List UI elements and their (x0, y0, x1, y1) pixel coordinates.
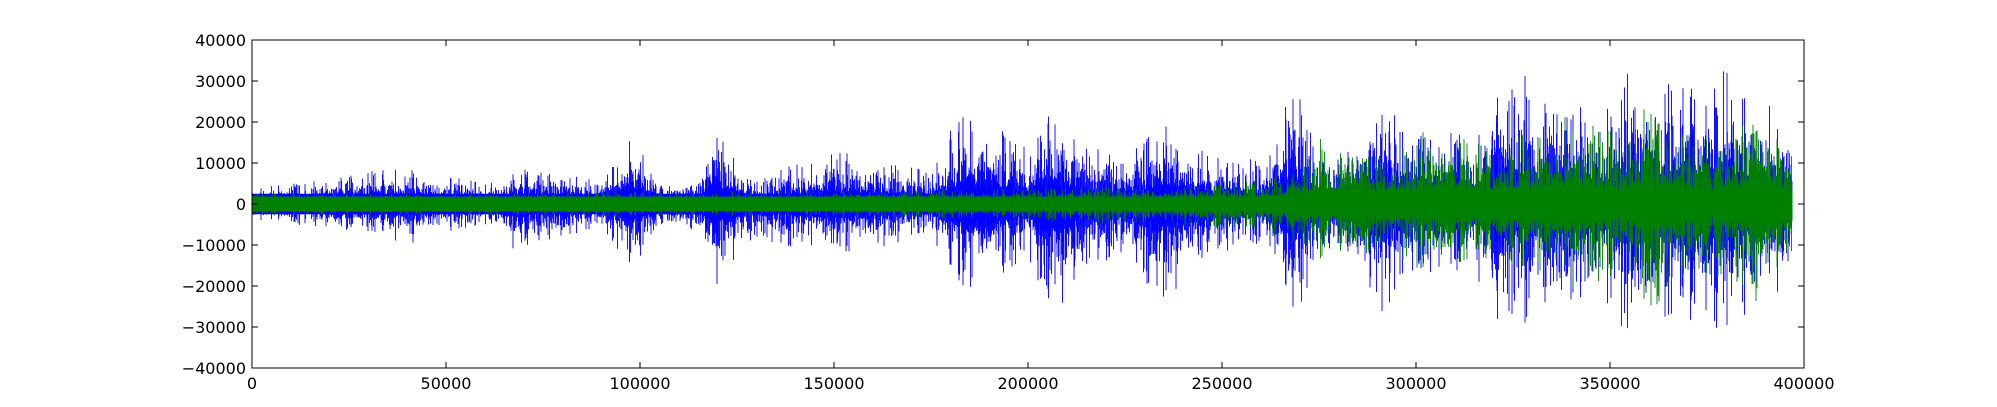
x-tick-label: 350000 (1579, 374, 1640, 393)
y-tick-label: −30000 (182, 318, 246, 337)
y-tick-label: 30000 (195, 72, 246, 91)
tick-layer: 0 50000 100000 150000 200000 250000 300000 3500… (182, 31, 1835, 393)
y-tick-label: 0 (236, 195, 246, 214)
series-2-core-band (252, 196, 1793, 212)
y-tick-label: −40000 (182, 359, 246, 378)
x-tick-label: 300000 (1385, 374, 1446, 393)
y-tick-label: −20000 (182, 277, 246, 296)
x-tick-label: 0 (247, 374, 257, 393)
x-tick-label: 100000 (609, 374, 670, 393)
series-layer (252, 71, 1793, 329)
y-tick-label: −10000 (182, 236, 246, 255)
y-tick-label: 20000 (195, 113, 246, 132)
y-tick-label: 10000 (195, 154, 246, 173)
x-tick-label: 150000 (803, 374, 864, 393)
x-tick-label: 200000 (997, 374, 1058, 393)
y-tick-label: 40000 (195, 31, 246, 50)
x-tick-label: 400000 (1773, 374, 1834, 393)
x-tick-label: 250000 (1191, 374, 1252, 393)
x-tick-label: 50000 (421, 374, 472, 393)
